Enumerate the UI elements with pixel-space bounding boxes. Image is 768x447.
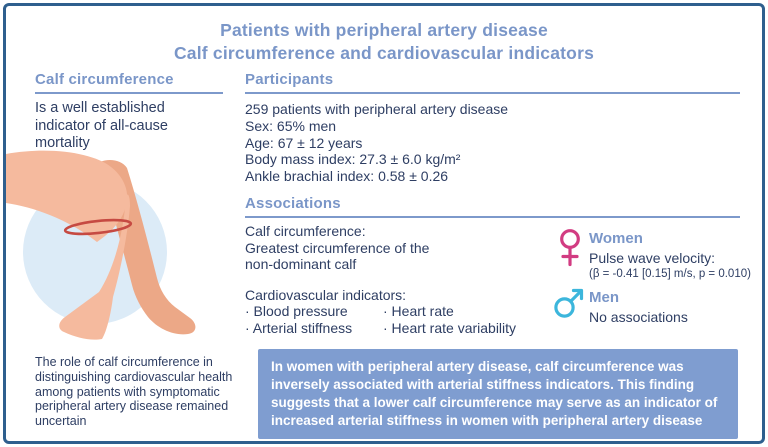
participants-count: 259 patients with peripheral artery dise…: [245, 101, 509, 117]
indicator-arterial-stiffness: · Arterial stiffness: [245, 319, 353, 336]
women-finding: Pulse wave velocity:: [589, 249, 716, 266]
crossed-legs-illustration: [6, 150, 196, 340]
indicator-blood-pressure: · Blood pressure: [245, 303, 348, 319]
participants-abi: Ankle brachial index: 0.58 ± 0.26: [245, 168, 449, 185]
men-finding: No associations: [589, 308, 688, 325]
calf-measure-definition-2: non-dominant calf: [245, 256, 357, 272]
participants-bmi: Body mass index: 27.3 ± 6.0 kg/m²: [245, 151, 461, 168]
background-note: The role of calf circumference in distin…: [35, 355, 233, 428]
calf-measure-definition-1: Greatest circumference of the: [245, 239, 430, 256]
associations-body: Calf circumference: Greatest circumferen…: [245, 223, 560, 336]
women-label: Women: [589, 230, 643, 247]
women-result: Women Pulse wave velocity: (β = -0.41 [0…: [589, 230, 751, 280]
men-label: Men: [589, 289, 619, 306]
women-statistic: (β = -0.41 [0.15] m/s, p = 0.010): [589, 267, 751, 280]
calf-description: Is a well established indicator of all-c…: [35, 100, 168, 152]
cardiovascular-indicators-list: · Blood pressure · Heart rate · Arterial…: [245, 303, 560, 336]
participants-age: Age: 67 ± 12 years: [245, 134, 363, 151]
associations-heading: Associations: [245, 195, 740, 218]
title-line-2: Calf circumference and cardiovascular in…: [173, 43, 595, 64]
calf-measure-label: Calf circumference:: [245, 223, 366, 239]
indicator-heart-rate-variability: · Heart rate variability: [383, 319, 517, 336]
female-icon: [560, 229, 580, 267]
front-leg-shape: [59, 194, 130, 340]
cardiovascular-indicators-label: Cardiovascular indicators:: [245, 286, 407, 303]
men-result: Men No associations: [589, 289, 688, 325]
male-icon: [554, 288, 584, 318]
participants-heading: Participants: [245, 71, 740, 94]
calf-section-heading: Calf circumference: [35, 71, 223, 94]
page-title: Patients with peripheral artery disease …: [0, 19, 768, 65]
participants-list: 259 patients with peripheral artery dise…: [245, 101, 508, 185]
front-thigh-shape: [6, 150, 128, 242]
indicator-heart-rate: · Heart rate: [383, 303, 454, 319]
participants-sex: Sex: 65% men: [245, 117, 337, 134]
title-line-1: Patients with peripheral artery disease: [220, 20, 548, 40]
calf-measuring-band: [63, 218, 133, 236]
conclusion-box: In women with peripheral artery disease,…: [258, 349, 738, 440]
